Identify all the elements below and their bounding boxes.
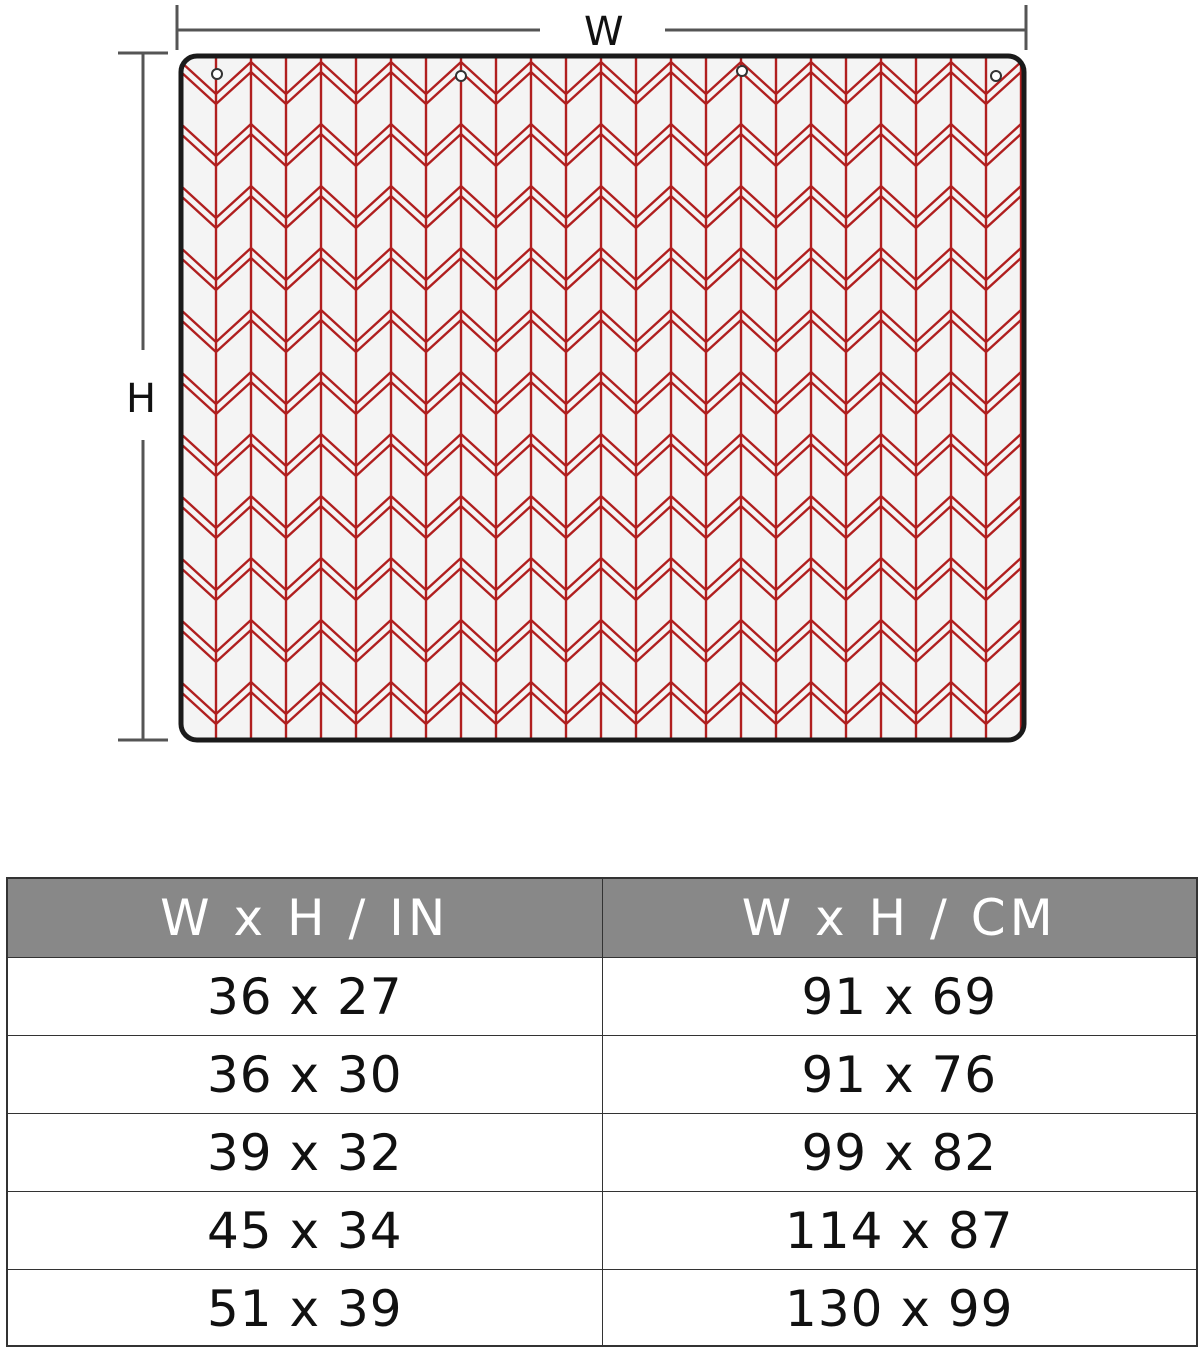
height-dimension-line bbox=[118, 51, 168, 742]
dimension-drawing bbox=[118, 5, 1028, 743]
grommet-icon bbox=[990, 70, 1002, 82]
width-dimension-line bbox=[175, 5, 1028, 50]
size-centimeters: 91 x 69 bbox=[601, 958, 1197, 1035]
blanket bbox=[178, 53, 1027, 743]
table-row: 51 x 39 130 x 99 bbox=[8, 1269, 1196, 1347]
grommets bbox=[211, 65, 1002, 82]
width-label: W bbox=[584, 9, 624, 55]
header-centimeters: W x H / CM bbox=[601, 879, 1197, 957]
product-diagram: W H bbox=[118, 5, 1028, 743]
table-row: 45 x 34 114 x 87 bbox=[8, 1191, 1196, 1269]
size-inches: 36 x 27 bbox=[206, 967, 403, 1026]
table-header-row: W x H / IN W x H / CM bbox=[8, 879, 1196, 957]
size-centimeters: 99 x 82 bbox=[601, 1114, 1197, 1191]
size-inches: 36 x 30 bbox=[206, 1045, 403, 1104]
size-table: W x H / IN W x H / CM 36 x 27 91 x 69 36… bbox=[6, 877, 1198, 1347]
table-row: 36 x 27 91 x 69 bbox=[8, 957, 1196, 1035]
height-label: H bbox=[126, 376, 157, 422]
grommet-icon bbox=[455, 70, 467, 82]
size-inches: 45 x 34 bbox=[206, 1201, 403, 1260]
size-centimeters: 130 x 99 bbox=[601, 1270, 1197, 1347]
table-row: 36 x 30 91 x 76 bbox=[8, 1035, 1196, 1113]
table-row: 39 x 32 99 x 82 bbox=[8, 1113, 1196, 1191]
size-centimeters: 91 x 76 bbox=[601, 1036, 1197, 1113]
size-inches: 51 x 39 bbox=[206, 1279, 403, 1338]
grommet-icon bbox=[736, 65, 748, 77]
size-inches: 39 x 32 bbox=[206, 1123, 403, 1182]
grommet-icon bbox=[211, 68, 223, 80]
header-inches: W x H / IN bbox=[160, 889, 450, 947]
size-centimeters: 114 x 87 bbox=[601, 1192, 1197, 1269]
